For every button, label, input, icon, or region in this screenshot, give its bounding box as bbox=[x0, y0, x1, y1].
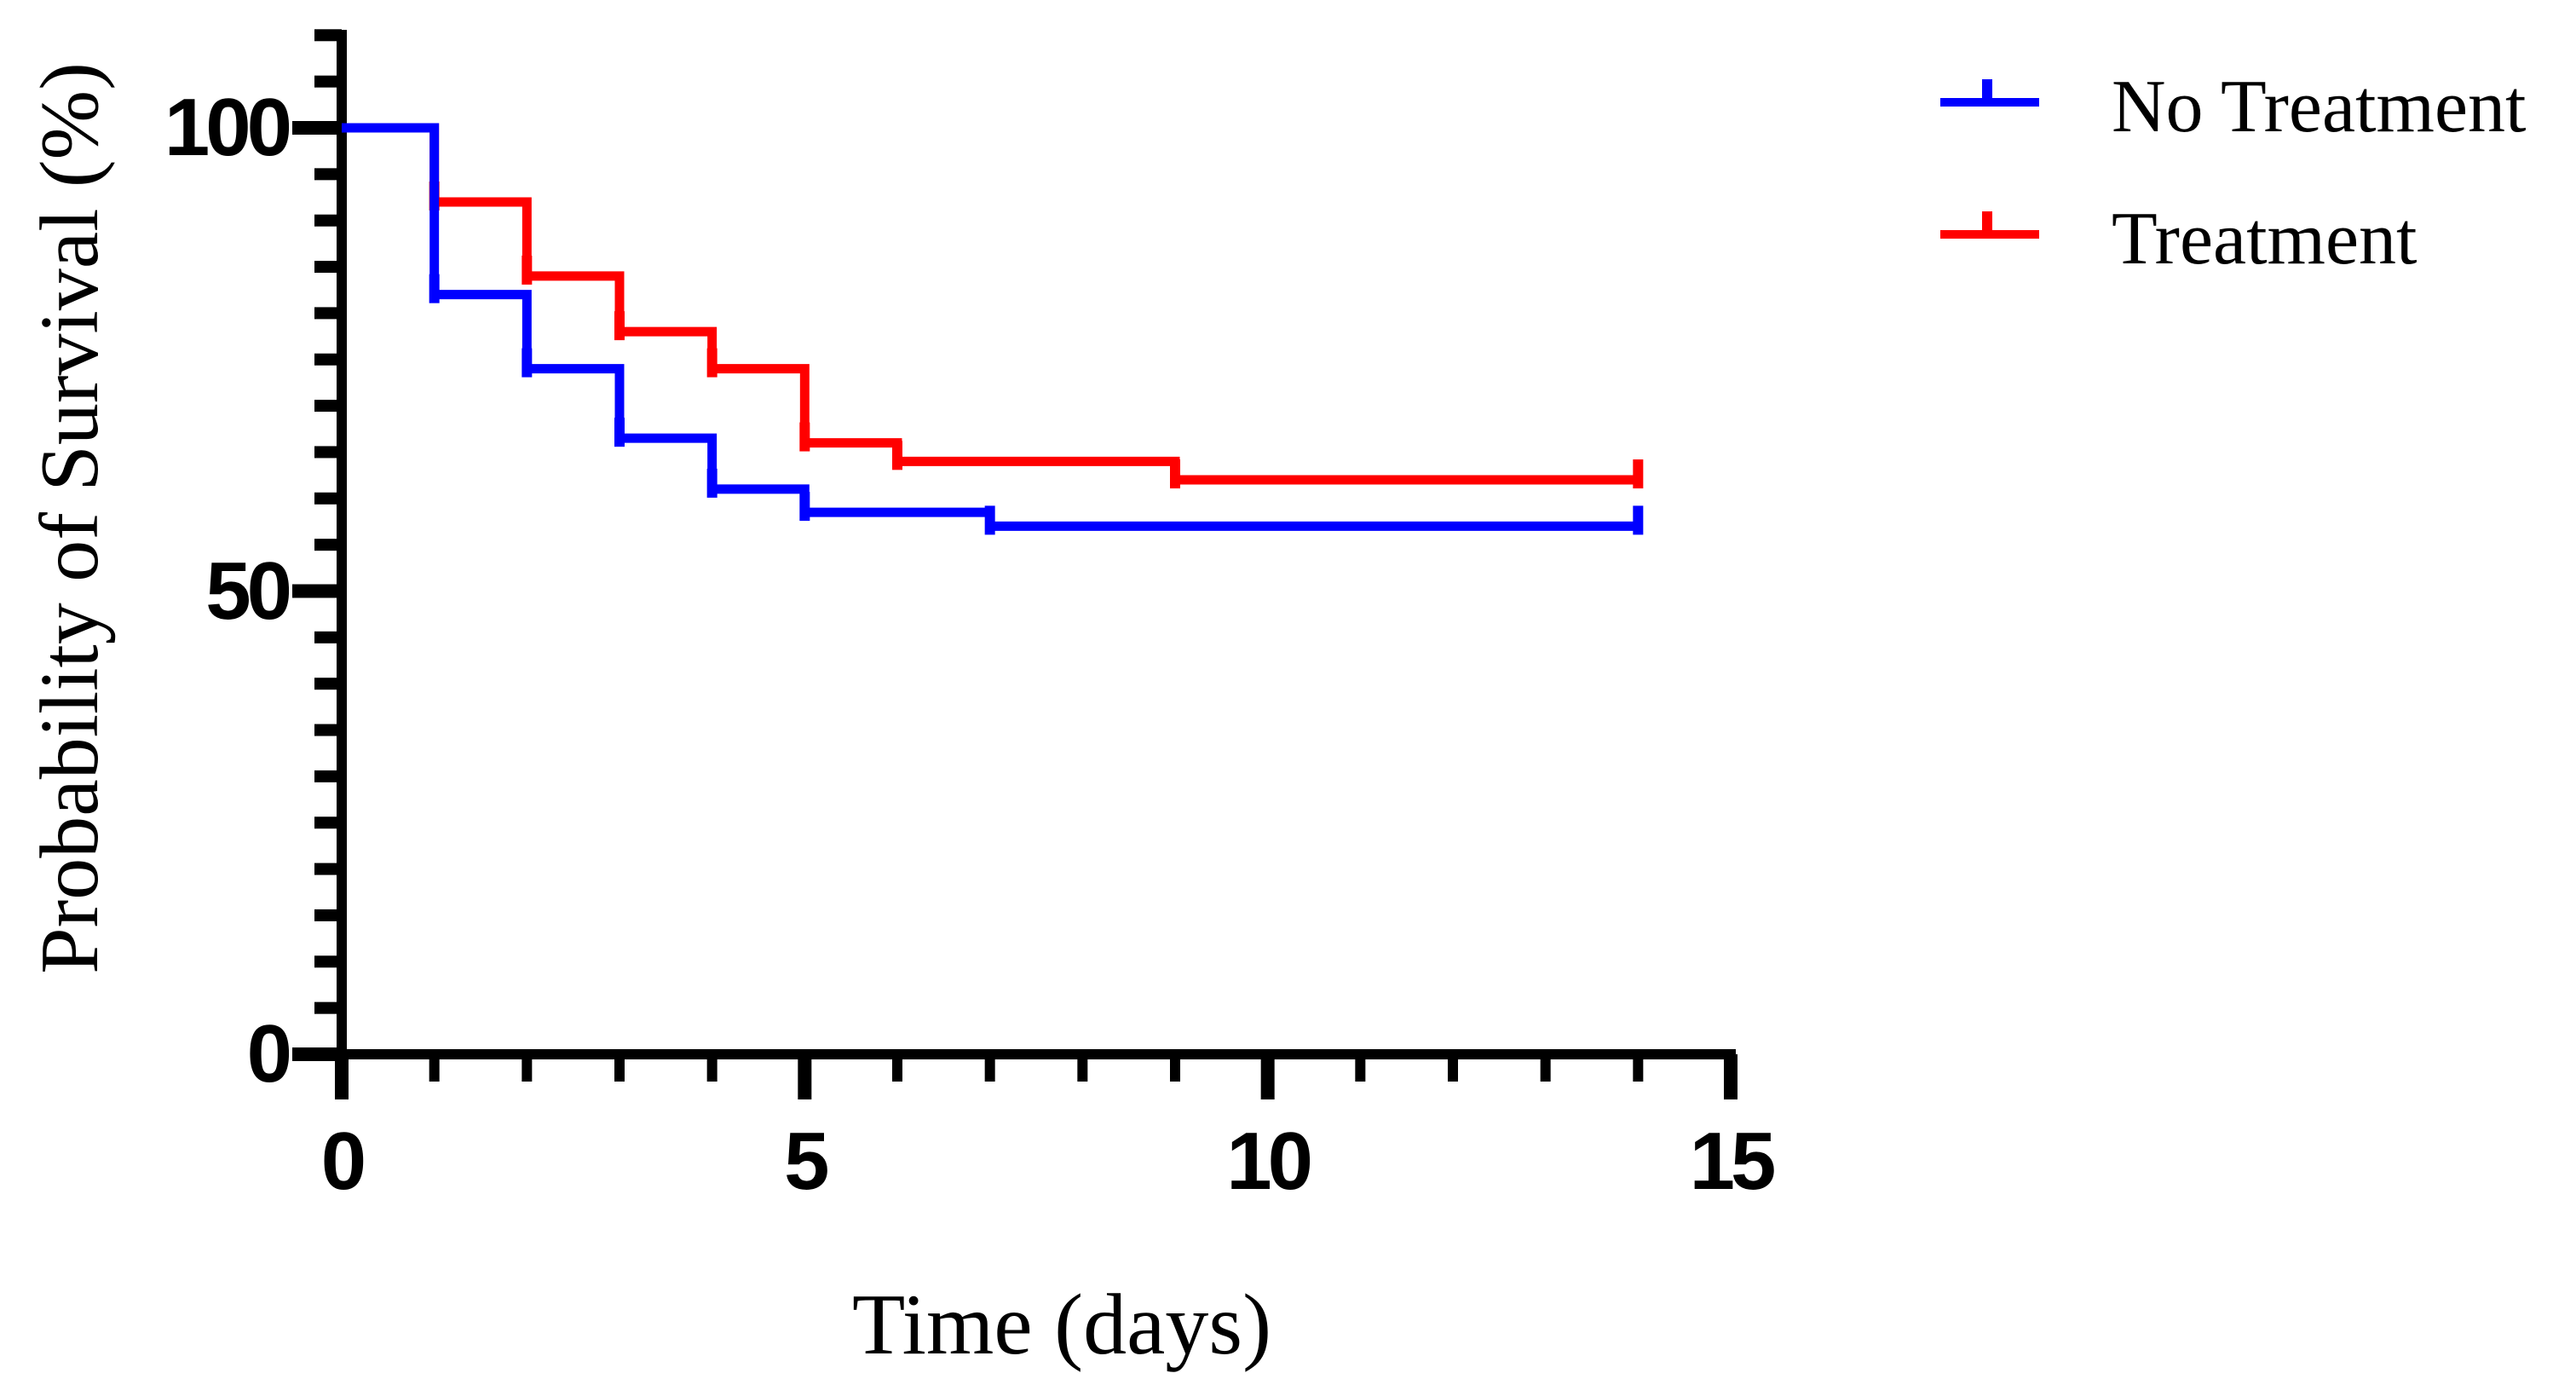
y-tick-label-0: 0 bbox=[246, 1008, 292, 1099]
y-minor-tick bbox=[314, 539, 342, 551]
y-minor-tick bbox=[314, 168, 342, 181]
event-tick bbox=[892, 441, 903, 470]
y-major-tick bbox=[292, 584, 342, 598]
x-minor-tick bbox=[1355, 1059, 1366, 1082]
survival-curve bbox=[342, 123, 1639, 531]
y-minor-tick bbox=[314, 955, 342, 968]
legend-label-no-treatment: No Treatment bbox=[2112, 65, 2527, 148]
y-minor-tick bbox=[314, 1001, 342, 1014]
y-minor-tick bbox=[314, 353, 342, 366]
y-minor-tick bbox=[314, 214, 342, 227]
event-tick bbox=[522, 348, 533, 378]
event-tick bbox=[614, 311, 625, 341]
x-major-tick bbox=[335, 1054, 349, 1099]
x-axis-title: Time (days) bbox=[851, 1277, 1272, 1373]
x-major-tick bbox=[1260, 1054, 1275, 1099]
x-minor-tick bbox=[1540, 1059, 1551, 1082]
y-minor-tick bbox=[314, 400, 342, 413]
treatment-line-symbol-icon bbox=[1940, 211, 2039, 239]
survival-curve bbox=[342, 123, 1639, 485]
y-minor-tick bbox=[314, 678, 342, 690]
no-treatment-line-symbol-icon bbox=[1940, 79, 2039, 107]
event-tick bbox=[799, 492, 810, 522]
x-minor-tick bbox=[1077, 1059, 1088, 1082]
y-minor-tick bbox=[314, 724, 342, 736]
x-minor-tick bbox=[1448, 1059, 1459, 1082]
event-tick bbox=[1633, 505, 1644, 535]
x-tick-label-10: 10 bbox=[1226, 1116, 1313, 1207]
x-minor-tick bbox=[892, 1059, 903, 1082]
y-major-tick bbox=[292, 121, 342, 135]
y-major-tick bbox=[292, 1047, 342, 1061]
x-minor-tick bbox=[522, 1059, 533, 1082]
y-minor-tick bbox=[314, 446, 342, 459]
y-minor-tick bbox=[314, 307, 342, 320]
y-minor-tick bbox=[314, 261, 342, 274]
y-tick-label-100: 100 bbox=[164, 82, 292, 173]
x-tick-label-15: 15 bbox=[1689, 1116, 1777, 1207]
axes bbox=[292, 29, 1738, 1099]
x-minor-tick bbox=[1633, 1059, 1644, 1082]
y-minor-tick bbox=[314, 816, 342, 829]
event-tick bbox=[614, 418, 625, 447]
event-tick bbox=[984, 505, 995, 535]
event-tick bbox=[706, 468, 717, 498]
y-minor-tick bbox=[314, 492, 342, 505]
event-tick bbox=[429, 274, 440, 303]
y-axis-title: Probability of Survival (%) bbox=[24, 62, 116, 974]
y-minor-tick bbox=[314, 863, 342, 875]
x-tick-label-5: 5 bbox=[784, 1116, 829, 1207]
x-major-tick bbox=[1724, 1054, 1738, 1099]
legend-item-treatment: Treatment bbox=[1940, 183, 2526, 294]
event-tick bbox=[706, 348, 717, 378]
series-treatment bbox=[342, 123, 1644, 489]
y-tick-label-50: 50 bbox=[205, 545, 292, 637]
x-tick-label-0: 0 bbox=[320, 1116, 366, 1207]
event-tick bbox=[1170, 459, 1181, 489]
x-minor-tick bbox=[614, 1059, 625, 1082]
x-minor-tick bbox=[1170, 1059, 1181, 1082]
y-minor-tick bbox=[314, 75, 342, 88]
x-minor-tick bbox=[984, 1059, 995, 1082]
y-minor-tick bbox=[314, 909, 342, 921]
legend-item-no-treatment: No Treatment bbox=[1940, 51, 2526, 162]
y-minor-tick bbox=[314, 770, 342, 782]
event-tick bbox=[1633, 459, 1644, 489]
x-major-tick bbox=[798, 1054, 812, 1099]
x-minor-tick bbox=[706, 1059, 717, 1082]
legend-label-treatment: Treatment bbox=[2112, 197, 2418, 280]
y-minor-tick bbox=[314, 631, 342, 643]
event-tick bbox=[799, 422, 810, 452]
legend: No Treatment Treatment bbox=[1940, 51, 2526, 294]
x-axis-line bbox=[337, 1049, 1736, 1059]
event-tick bbox=[522, 255, 533, 285]
series-no-treatment bbox=[342, 123, 1644, 535]
x-minor-tick bbox=[429, 1059, 440, 1082]
y-minor-tick bbox=[314, 29, 342, 42]
